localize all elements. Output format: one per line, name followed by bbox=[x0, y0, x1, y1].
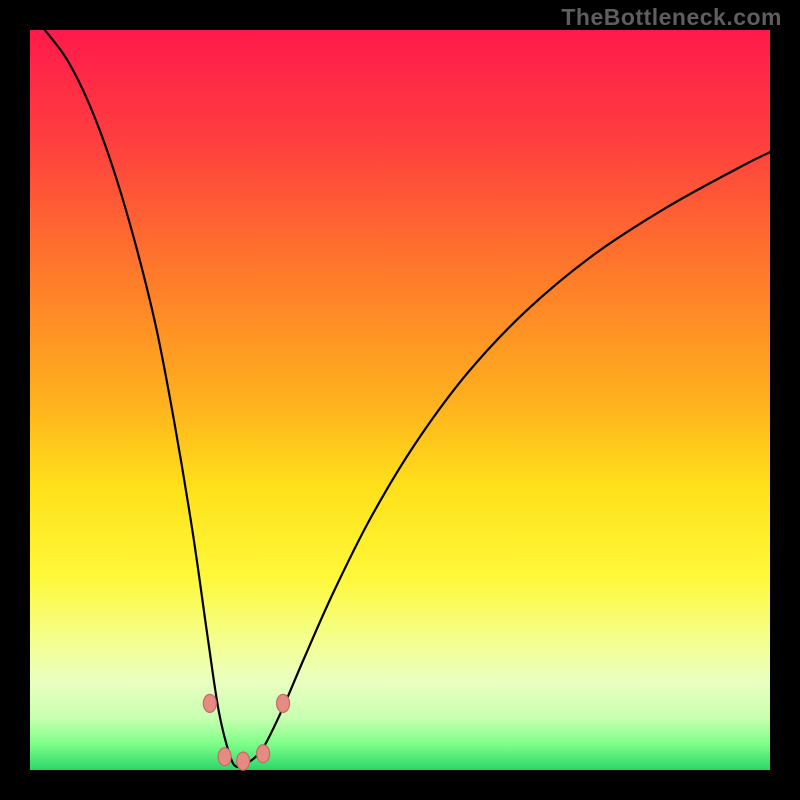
valley-marker bbox=[257, 745, 270, 763]
valley-marker bbox=[203, 694, 216, 712]
valley-marker bbox=[277, 694, 290, 712]
valley-marker bbox=[237, 752, 250, 770]
chart-svg bbox=[0, 0, 800, 800]
valley-marker bbox=[218, 748, 231, 766]
plot-area bbox=[30, 30, 770, 770]
chart-root: TheBottleneck.com bbox=[0, 0, 800, 800]
